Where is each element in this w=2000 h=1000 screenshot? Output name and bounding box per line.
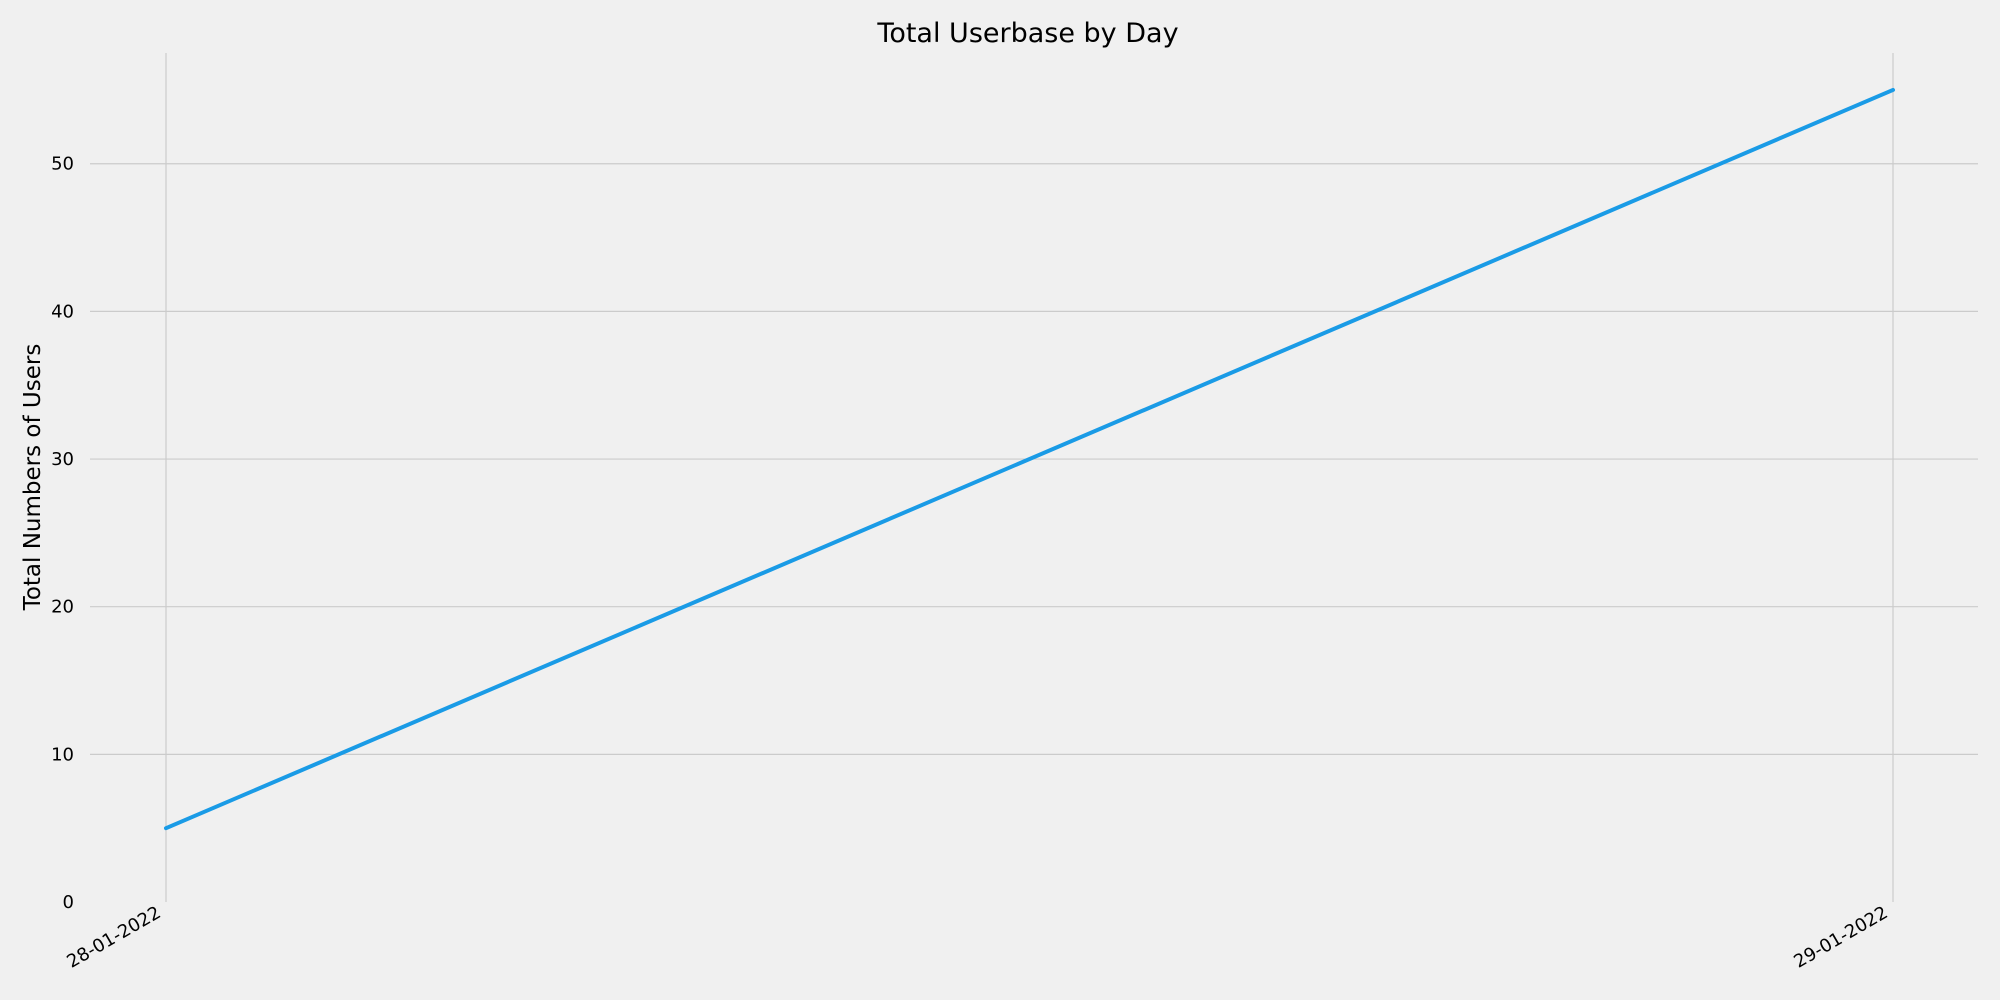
- y-tick-label: 30: [51, 449, 74, 470]
- y-tick-label: 0: [63, 892, 74, 913]
- y-tick-label: 50: [51, 154, 74, 175]
- y-tick-label: 20: [51, 597, 74, 618]
- gridlines: [90, 53, 1978, 902]
- series-line: [164, 87, 1895, 831]
- y-axis-label: Total Numbers of Users: [20, 344, 46, 612]
- x-tick-label: 28-01-2022: [63, 902, 164, 972]
- y-tick-label: 40: [51, 301, 74, 322]
- series-layer: [164, 87, 1895, 831]
- x-tick-label: 29-01-2022: [1790, 902, 1891, 972]
- chart-title: Total Userbase by Day: [876, 18, 1178, 49]
- tick-labels: 0 10 20 30 40 50 28-01-2022 29-01-2022: [51, 154, 1891, 973]
- y-tick-label: 10: [51, 744, 74, 765]
